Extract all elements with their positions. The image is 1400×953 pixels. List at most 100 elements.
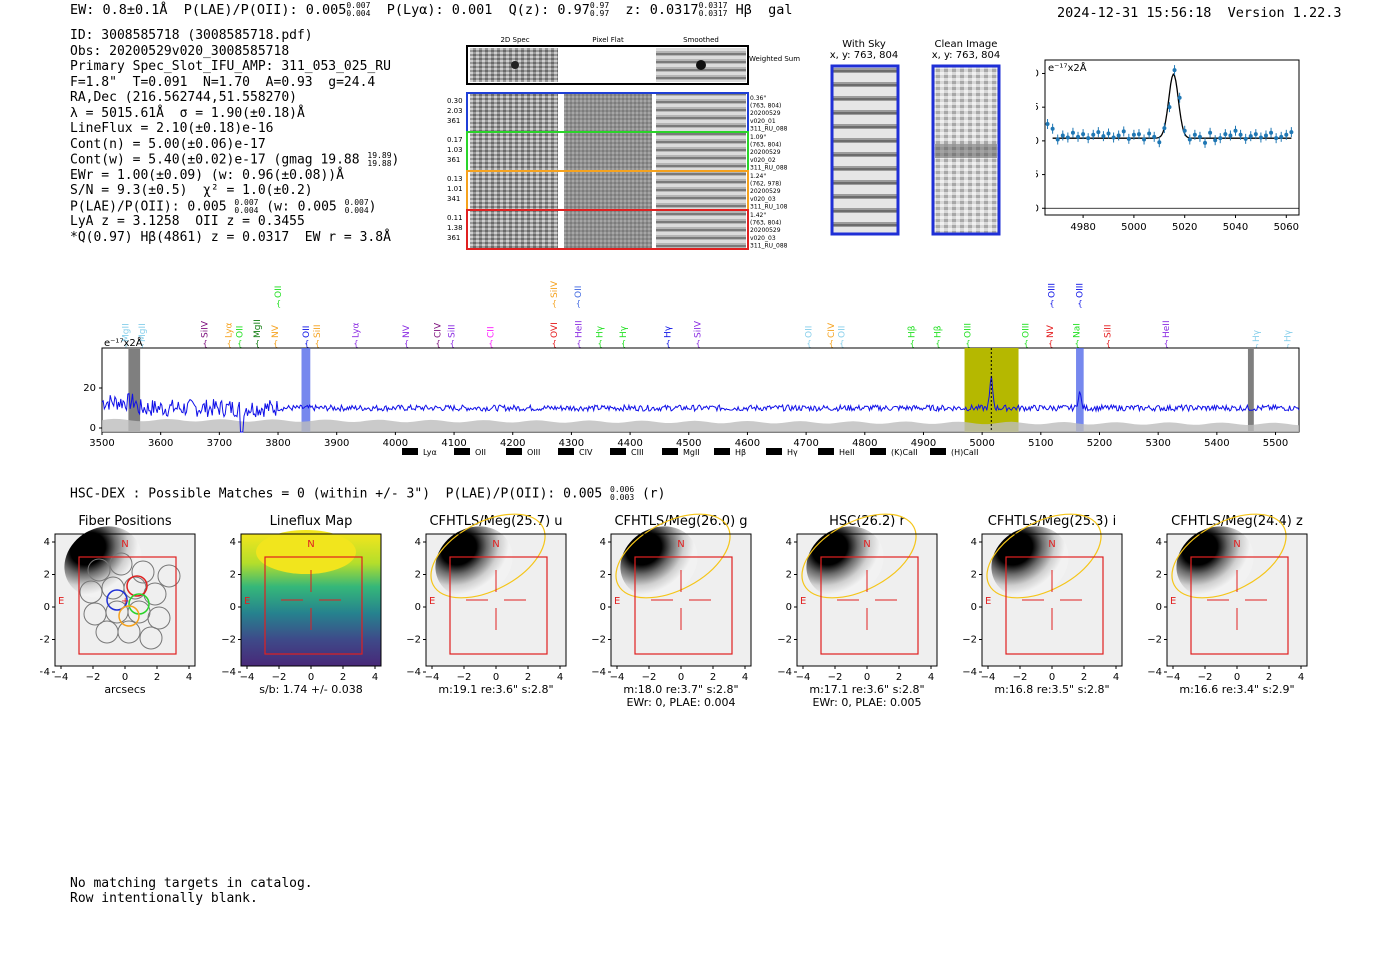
spec-line-label: CII [486, 326, 496, 338]
search-box [634, 556, 733, 655]
info-line: EWr = 1.00(±0.09) (w: 0.96(±0.08))Å [70, 167, 344, 183]
galaxy-blob [620, 526, 698, 598]
spec-line-label: OVI [550, 322, 560, 338]
spec-line-bracket: { [1024, 339, 1029, 348]
info-line: Cont(w) = 5.40(±0.02)e-17 (gmag 19.88 19… [70, 151, 400, 168]
spec-xtick-label: 3900 [324, 438, 349, 449]
spec-line-bracket: { [806, 339, 811, 348]
spec-line-label: OIII [1047, 283, 1057, 298]
cutout-right-meta: 0.36" [750, 95, 766, 102]
fiber-circle [147, 606, 171, 630]
spec-masked-region [1247, 348, 1254, 432]
galaxy-blob [64, 526, 142, 598]
search-box [78, 556, 177, 655]
panel-ytick-label: −4 [591, 667, 606, 678]
spec-line-bracket: { [1164, 339, 1169, 348]
cutout-right-meta: v020_03 [750, 235, 776, 242]
north-label: N [307, 539, 314, 550]
spec-line-label: Hβ [908, 325, 918, 338]
fit-data-point [1269, 130, 1274, 135]
spec-line-bracket: { [276, 299, 281, 308]
with-sky-title: With Sky [842, 39, 886, 50]
panel-xtick-label: 0 [308, 672, 314, 683]
spec-line-label: OII [837, 326, 847, 338]
panel-ytick-label: 0 [600, 602, 606, 613]
north-label: N [1233, 539, 1240, 550]
panel-ytick-label: −2 [591, 635, 606, 646]
full-spectrum-chart: MgII{MgII{SiIV{Lyα{OII{MgII{OII{NV{OII{S… [83, 280, 1300, 457]
fit-data-point [1208, 130, 1213, 135]
spec-line-bracket: { [829, 339, 834, 348]
spec-line-label: SiIV [550, 280, 560, 298]
cutout-right-meta: 20200529 [750, 110, 781, 117]
spec-line-label: SiIV [694, 320, 704, 338]
cutout-left-meta: 0.11 [447, 214, 463, 222]
panel-ytick-label: −4 [40, 667, 50, 678]
cutout-left-meta: 1.03 [447, 146, 463, 154]
spec-line-bracket: { [255, 339, 260, 348]
spec-noise-area [102, 418, 1299, 432]
cutout-left-meta: 0.30 [447, 97, 463, 105]
aperture-ellipse [430, 513, 546, 599]
panel-xtick-label: 2 [1266, 672, 1272, 683]
panel-xtick-label: −2 [642, 672, 657, 683]
cutout-right-meta: (763, 804) [750, 103, 781, 110]
fit-data-point [1213, 138, 1218, 143]
lineflux-peak [256, 530, 356, 574]
spec-xtick-label: 4100 [441, 438, 466, 449]
cutout-left-meta: 1.38 [447, 224, 463, 232]
panel-title: CFHTLS/Meg(25.7) u [429, 514, 562, 529]
cutout-smoothed [656, 133, 746, 170]
fit-data-point [1203, 140, 1208, 145]
fit-data-point [1076, 134, 1081, 139]
info-line: LyA z = 3.1258 OII z = 0.3455 [70, 214, 305, 229]
spec-line-bracket: { [621, 339, 626, 348]
fit-data-point [1279, 134, 1284, 139]
line-blob [696, 60, 706, 70]
spec-line-bracket: { [576, 299, 581, 308]
fit-ytick-label: 15 [1036, 102, 1039, 113]
spec-line-label: OIII [963, 323, 973, 338]
spec-xtick-label: 5000 [969, 438, 994, 449]
legend-label: Hβ [735, 448, 746, 457]
legend-label: OII [475, 448, 486, 457]
center-marker: + [121, 596, 129, 607]
cutout-right-meta: 20200529 [750, 227, 781, 234]
north-label: N [677, 539, 684, 550]
header-summary: EW: 0.8±0.1Å P(LAE)/P(OII): 0.0050.007 0.… [70, 1, 793, 19]
fit-data-point [1116, 133, 1121, 138]
panel-xtick-label: 2 [1081, 672, 1087, 683]
panel-xtick-label: −4 [54, 672, 69, 683]
cutout-left-meta: 361 [447, 117, 460, 125]
fit-data-point [1263, 133, 1268, 138]
fit-data-point [1070, 130, 1075, 135]
search-box [264, 556, 363, 655]
legend-label: CIII [631, 448, 644, 457]
panel-ytick-label: 4 [230, 537, 236, 548]
spec-line-bracket: { [237, 339, 242, 348]
galaxy-blob [991, 526, 1069, 598]
panel-xtick-label: 4 [557, 672, 563, 683]
search-box [1005, 556, 1104, 655]
panel-xtick-label: 4 [928, 672, 934, 683]
cutout-2d [470, 94, 558, 131]
panel-caption: m:17.1 re:3.6" s:2.8" [809, 683, 924, 696]
aperture-ellipse [986, 513, 1102, 599]
cutout-2d [470, 211, 558, 248]
galaxy-blob [435, 526, 513, 598]
info-line: P(LAE)/P(OII): 0.005 0.007 0.004 (w: 0.00… [70, 197, 377, 215]
panel-caption: s/b: 1.74 +/- 0.038 [259, 683, 363, 696]
east-label: E [429, 596, 435, 607]
cutout-right-meta: v020_02 [750, 157, 776, 164]
fit-ytick-label: 10 [1036, 136, 1039, 147]
fit-ylabel: e⁻¹⁷x2Å [1048, 61, 1087, 74]
note-line: No matching targets in catalog. [70, 876, 313, 891]
fit-data-point [1091, 132, 1096, 137]
east-label: E [244, 596, 250, 607]
cutout-left-meta: 1.01 [447, 185, 463, 193]
fit-data-point [1274, 136, 1279, 141]
spec-flux-line [101, 375, 1300, 433]
clean-line-feature [935, 144, 997, 158]
fiber-secondary [126, 575, 148, 597]
panel-ytick-label: −2 [962, 635, 977, 646]
